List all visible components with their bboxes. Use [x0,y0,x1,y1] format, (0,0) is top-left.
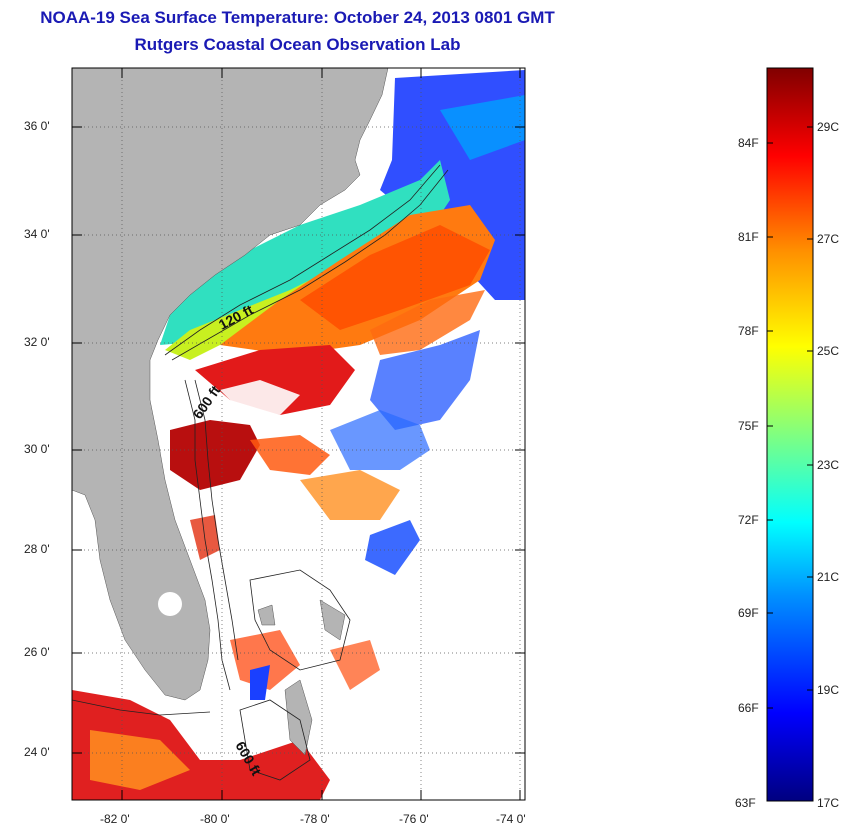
colorbar-c-19: 19C [817,683,840,697]
colorbar-c-21: 21C [817,570,840,584]
colorbar-f-81: 81F [738,230,759,244]
axis-ticks [72,68,525,800]
lon-label-80: -80 0' [200,812,230,826]
bahamas-island [319,599,346,641]
land-mass [72,68,389,701]
colorbar-c-23: 23C [817,458,840,472]
lon-label-82: -82 0' [100,812,130,826]
lake-okeechobee [158,592,182,616]
lon-label-76: -76 0' [399,812,429,826]
lon-label-78: -78 0' [300,812,330,826]
colorbar-f-84: 84F [738,136,759,150]
lat-label-32: 32 0' [24,335,50,349]
colorbar-c-17: 17C [817,796,840,810]
lat-label-28: 28 0' [24,542,50,556]
lat-label-36: 36 0' [24,119,50,133]
lon-label-74: -74 0' [496,812,526,826]
lat-label-30: 30 0' [24,442,50,456]
lat-label-26: 26 0' [24,645,50,659]
colorbar-f-78: 78F [738,324,759,338]
colorbar-f-63: 63F [735,796,756,810]
colorbar-f-69: 69F [738,606,759,620]
lat-label-34: 34 0' [24,227,50,241]
map-title: NOAA-19 Sea Surface Temperature: October… [40,8,555,27]
map-frame [71,67,526,801]
colorbar-c-27: 27C [817,232,840,246]
lat-label-24: 24 0' [24,745,50,759]
map-subtitle: Rutgers Coastal Ocean Observation Lab [134,35,461,54]
colorbar-gradient [766,67,814,802]
colorbar-ticks [767,126,813,709]
bahamas-island [284,679,313,756]
sst-field [72,70,525,800]
colorbar-f-75: 75F [738,419,759,433]
colorbar-c-29: 29C [817,120,840,134]
colorbar-c-25: 25C [817,344,840,358]
bahamas-island [257,604,276,626]
colorbar-f-66: 66F [738,701,759,715]
bathymetry-contours [72,164,449,781]
colorbar-f-72: 72F [738,513,759,527]
